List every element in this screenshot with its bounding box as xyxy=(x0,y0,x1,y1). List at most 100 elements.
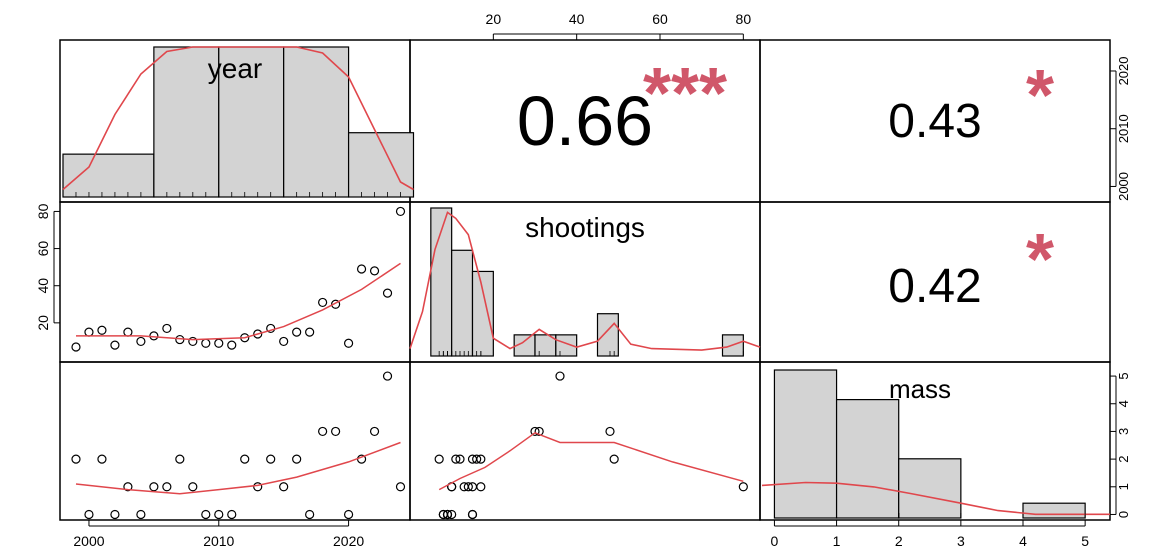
smooth-line-shootings-mass xyxy=(438,431,744,491)
scatter-point-year-shootings xyxy=(369,266,380,276)
tick-label-right-year: 2000 xyxy=(1116,172,1131,201)
scatter-point-year-shootings xyxy=(149,331,159,341)
scatter-point-year-mass xyxy=(188,482,198,492)
corr-year-shootings-stars: *** xyxy=(643,54,727,134)
scatter-point-year-mass xyxy=(279,482,289,492)
scatter-point-shootings-mass xyxy=(530,426,540,437)
scatter-point-year-shootings xyxy=(136,336,146,347)
panel-frame-mass-year xyxy=(59,361,411,521)
tick-label-right-mass: 5 xyxy=(1116,372,1131,379)
scatter-point-year-mass xyxy=(266,454,276,464)
scatter-point-year-mass xyxy=(175,454,185,464)
tick-label-top-shootings: 40 xyxy=(569,11,585,27)
scatter-point-year-shootings xyxy=(343,338,354,348)
scatter-point-shootings-mass xyxy=(476,482,486,492)
scatter-point-year-shootings xyxy=(188,336,198,347)
scatter-point-shootings-mass xyxy=(738,482,748,492)
density-curve-mass xyxy=(761,481,1110,516)
panel-frame-mass-shootings xyxy=(409,361,761,521)
tick-label-right-mass: 2 xyxy=(1116,455,1131,462)
tick-label-right-year: 2010 xyxy=(1116,114,1131,143)
scatter-point-shootings-mass xyxy=(451,454,461,464)
scatter-point-year-shootings xyxy=(395,206,406,217)
tick-label-left-shootings: 80 xyxy=(35,203,51,219)
scatter-point-year-shootings xyxy=(279,336,289,347)
scatter-point-shootings-mass xyxy=(463,482,473,492)
scatter-point-year-mass xyxy=(201,509,211,520)
scatter-point-year-shootings xyxy=(214,338,224,348)
scatter-point-year-mass xyxy=(382,371,393,381)
scatter-point-shootings-mass xyxy=(438,509,448,520)
tick-label-top-shootings: 60 xyxy=(652,11,668,27)
density-curve-shootings xyxy=(409,211,761,351)
tick-label-right-year: 2020 xyxy=(1116,57,1131,86)
scatter-point-shootings-mass xyxy=(434,454,444,464)
scatter-point-year-mass xyxy=(110,509,120,520)
diag-label-year: year xyxy=(208,53,262,84)
scatter-point-shootings-mass xyxy=(459,482,469,492)
scatter-point-year-shootings xyxy=(71,342,81,352)
scatter-point-year-mass xyxy=(318,426,328,437)
corr-year-shootings-value: 0.66 xyxy=(517,82,653,160)
scatter-point-year-mass xyxy=(136,509,146,520)
scatter-point-year-shootings xyxy=(305,327,315,337)
hist-bar-year xyxy=(153,46,220,198)
scatter-point-year-shootings xyxy=(97,325,107,335)
panel-frame-mass-mass xyxy=(759,361,1111,521)
hist-bar-year xyxy=(283,46,350,198)
tick-label-bottom-mass: 2 xyxy=(895,533,903,549)
scatter-point-shootings-mass xyxy=(472,454,482,464)
tick-label-bottom-mass: 5 xyxy=(1081,533,1089,549)
tick-label-right-mass: 3 xyxy=(1116,428,1131,435)
scatter-point-shootings-mass xyxy=(609,454,619,464)
scatter-point-shootings-mass xyxy=(455,454,465,464)
scatter-point-year-shootings xyxy=(201,338,211,348)
tick-label-left-shootings: 60 xyxy=(35,241,51,257)
density-curve-year xyxy=(62,46,414,191)
scatter-point-year-shootings xyxy=(292,327,302,337)
scatter-point-year-mass xyxy=(343,509,354,520)
tick-label-right-mass: 4 xyxy=(1116,400,1131,407)
tick-label-right-mass: 1 xyxy=(1116,483,1131,490)
corr-shootings-mass-value: 0.42 xyxy=(888,260,981,313)
tick-label-left-shootings: 20 xyxy=(35,315,51,331)
hist-bar-shootings xyxy=(555,334,578,357)
scatter-point-year-mass xyxy=(162,482,172,492)
scatter-point-year-mass xyxy=(395,482,406,492)
scatter-point-year-mass xyxy=(292,454,302,464)
hist-bar-shootings xyxy=(471,270,494,357)
scatter-point-shootings-mass xyxy=(534,426,544,437)
scatter-point-year-mass xyxy=(240,454,250,464)
scatter-point-year-mass xyxy=(97,454,107,464)
tick-label-left-shootings: 40 xyxy=(35,278,51,294)
hist-bar-mass xyxy=(773,369,838,519)
scatter-point-shootings-mass xyxy=(605,426,615,437)
scatter-point-year-mass xyxy=(84,509,94,520)
corr-year-mass-value: 0.43 xyxy=(888,95,981,148)
hist-bar-year xyxy=(347,132,415,198)
tick-label-right-mass: 0 xyxy=(1116,511,1131,518)
hist-bar-shootings xyxy=(596,313,619,357)
scatter-point-year-mass xyxy=(253,482,263,492)
scatter-point-year-mass xyxy=(123,482,133,492)
scatter-point-year-shootings xyxy=(110,340,120,350)
hist-bar-shootings xyxy=(451,249,474,357)
tick-label-top-shootings: 20 xyxy=(486,11,502,27)
tick-label-top-shootings: 80 xyxy=(736,11,752,27)
scatter-point-year-shootings xyxy=(123,327,133,337)
scatter-point-year-shootings xyxy=(253,329,263,339)
diag-label-mass: mass xyxy=(889,374,951,404)
scatter-point-shootings-mass xyxy=(555,371,565,381)
scatter-point-year-shootings xyxy=(356,264,367,274)
tick-label-bottom-year: 2020 xyxy=(333,533,364,549)
smooth-line-year-shootings xyxy=(76,262,401,341)
corr-shootings-mass-stars: * xyxy=(1026,220,1054,300)
diag-label-shootings: shootings xyxy=(525,212,645,243)
scatter-point-year-mass xyxy=(369,426,380,437)
tick-label-bottom-year: 2010 xyxy=(203,533,234,549)
hist-bar-year xyxy=(62,153,155,198)
scatter-point-year-shootings xyxy=(318,297,328,308)
tick-label-bottom-mass: 4 xyxy=(1019,533,1027,549)
scatter-point-year-mass xyxy=(71,454,81,464)
